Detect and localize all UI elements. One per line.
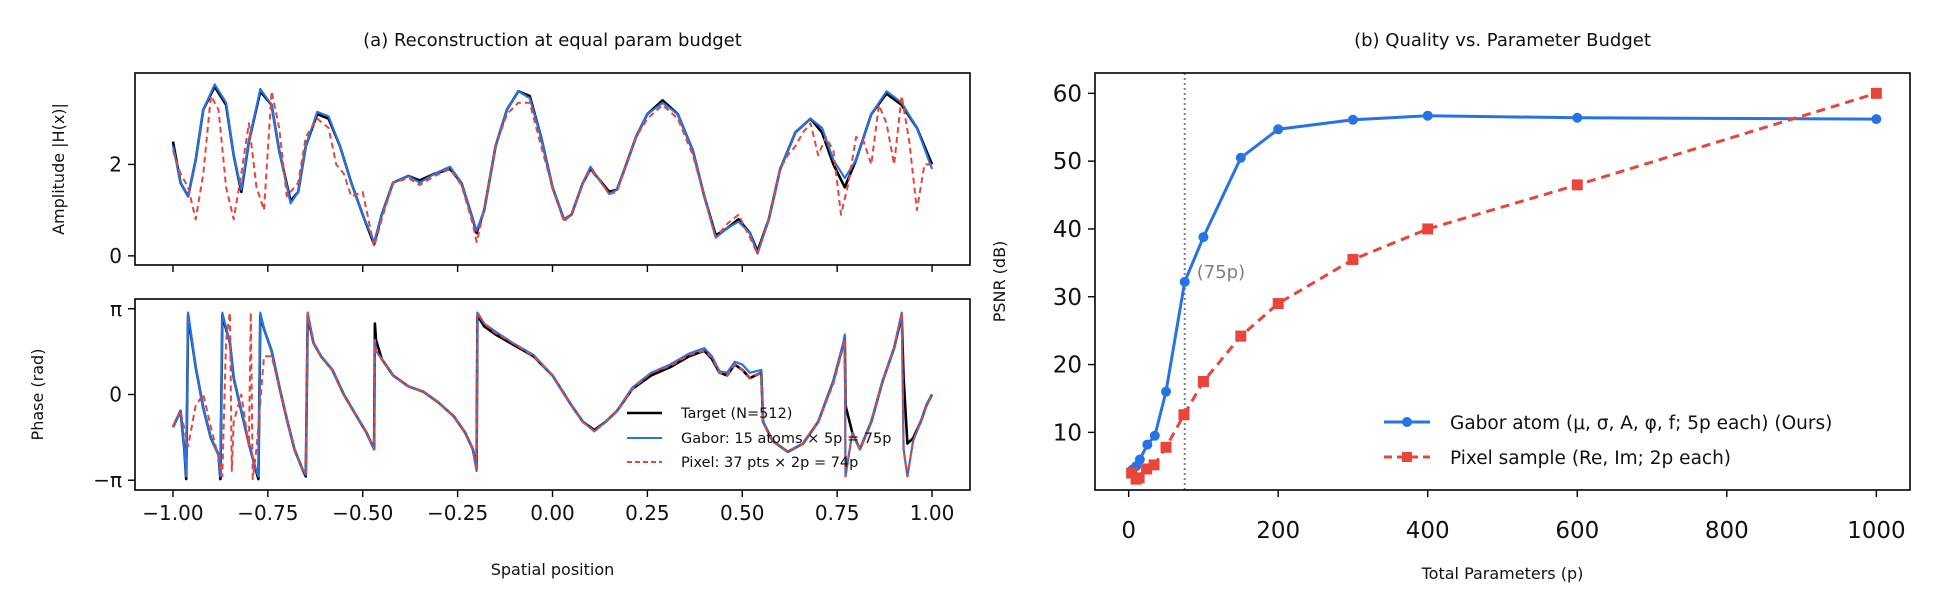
xtick-label: −1.00 [142,501,203,525]
panel-a: (a) Reconstruction at equal param budget… [28,30,971,579]
psnr-ytick-label: 10 [1053,420,1082,446]
panel-b-legend: Gabor atom (μ, σ, A, φ, f; 5p each) (Our… [1384,413,1832,469]
gabor-atom-point [1134,454,1145,465]
pixel-sample-point [1272,298,1284,310]
pixel-sample-point [1870,87,1882,99]
gabor-atom-point [1422,110,1433,121]
pixel-sample-point [1141,463,1153,475]
legend-marker-pixel-sample [1402,452,1412,462]
gabor-atom-point [1235,152,1246,163]
pixel-sample-point [1422,223,1434,235]
psnr-ytick-label: 20 [1053,353,1082,379]
xtick-label: 0.25 [625,501,670,525]
gabor-atom-point [1198,232,1209,243]
gabor-atom-point [1161,386,1172,397]
xtick-label: 0.75 [815,501,860,525]
pixel-sample-point [1178,409,1190,421]
xtick-label: −0.50 [332,501,393,525]
gabor-atom-point [1572,112,1583,123]
gabor-atom-point [1347,114,1358,125]
amplitude-ytick-label: 0 [109,244,122,268]
pixel-sample-point [1197,376,1209,388]
params-xtick-label: 400 [1406,518,1450,544]
pixel-sample-point [1235,330,1247,342]
gabor-atom-point [1273,124,1284,135]
legend-label-pixel: Pixel: 37 pts × 2p = 74p [681,455,858,471]
pixel-sample-point [1571,179,1583,191]
params-xtick-label: 200 [1256,518,1300,544]
xtick-label: 1.00 [910,501,955,525]
panel-a-legend: Target (N=512) Gabor: 15 atoms × 5p = 75… [627,406,891,471]
legend-label-pixel-sample: Pixel sample (Re, Im; 2p each) [1450,448,1731,469]
panel-b: (b) Quality vs. Parameter Budget 10 20 30 4… [990,30,1911,583]
phase-ytick-label: 0 [109,383,122,407]
panel-b-title: (b) Quality vs. Parameter Budget [1354,30,1651,51]
phase-ytick-label: π [110,297,122,321]
xtick-label: 0.50 [720,501,765,525]
phase-axes: π 0 −π −1.00 −0.75 −0.50 −0.25 0.00 0.25 0.50 0.75… [93,297,971,525]
params-xtick-label: 1000 [1847,518,1906,544]
phase-series-gabor [172,311,933,478]
psnr-ytick-label: 50 [1053,149,1082,175]
pixel-sample-point [1148,459,1160,471]
pixel-sample-point [1347,253,1359,265]
psnr-ytick-label: 30 [1053,285,1082,311]
phase-ylabel: Phase (rad) [28,349,47,441]
legend-label-gabor: Gabor: 15 atoms × 5p = 75p [681,431,891,447]
amplitude-series-gabor [171,83,934,255]
gabor-atom-point [1871,114,1882,125]
pixel-sample-point [1133,472,1145,484]
xtick-label: −0.75 [237,501,298,525]
panel-a-title: (a) Reconstruction at equal param budget [363,30,742,51]
panel-b-ylabel: PSNR (dB) [990,241,1009,323]
phase-ytick-label: −π [93,468,122,492]
psnr-ytick-label: 60 [1053,81,1082,107]
pixel-sample-point [1160,441,1172,453]
legend-marker-gabor-atom [1402,417,1412,427]
amplitude-series-pixel [172,90,932,255]
amplitude-axes: 02 [109,72,971,272]
panel-b-xlabel: Total Parameters (p) [1421,564,1584,583]
gabor-atom-point [1149,430,1160,441]
amplitude-series-target [171,85,934,253]
xtick-label: −0.25 [427,501,488,525]
gabor-atom-point [1179,276,1190,287]
psnr-frame [1094,72,1911,491]
budget-marker-label: (75p) [1197,262,1245,283]
legend-label-target: Target (N=512) [680,406,792,422]
params-xtick-label: 600 [1555,518,1599,544]
legend-label-gabor-atom: Gabor atom (μ, σ, A, φ, f; 5p each) (Our… [1450,413,1832,434]
amplitude-ytick-label: 2 [109,152,122,176]
gabor-atom-point [1142,439,1153,450]
amplitude-frame [134,72,971,266]
pixel-sample-line [1130,91,1877,481]
params-xtick-label: 0 [1121,518,1136,544]
psnr-ytick-label: 40 [1053,217,1082,243]
panel-a-xlabel: Spatial position [491,560,615,579]
pixel-sample-point [1126,467,1138,479]
xtick-label: 0.00 [530,501,575,525]
amplitude-ylabel: Amplitude |H(x)| [49,103,68,235]
params-xtick-label: 800 [1705,518,1749,544]
phase-series-pixel [172,311,933,481]
